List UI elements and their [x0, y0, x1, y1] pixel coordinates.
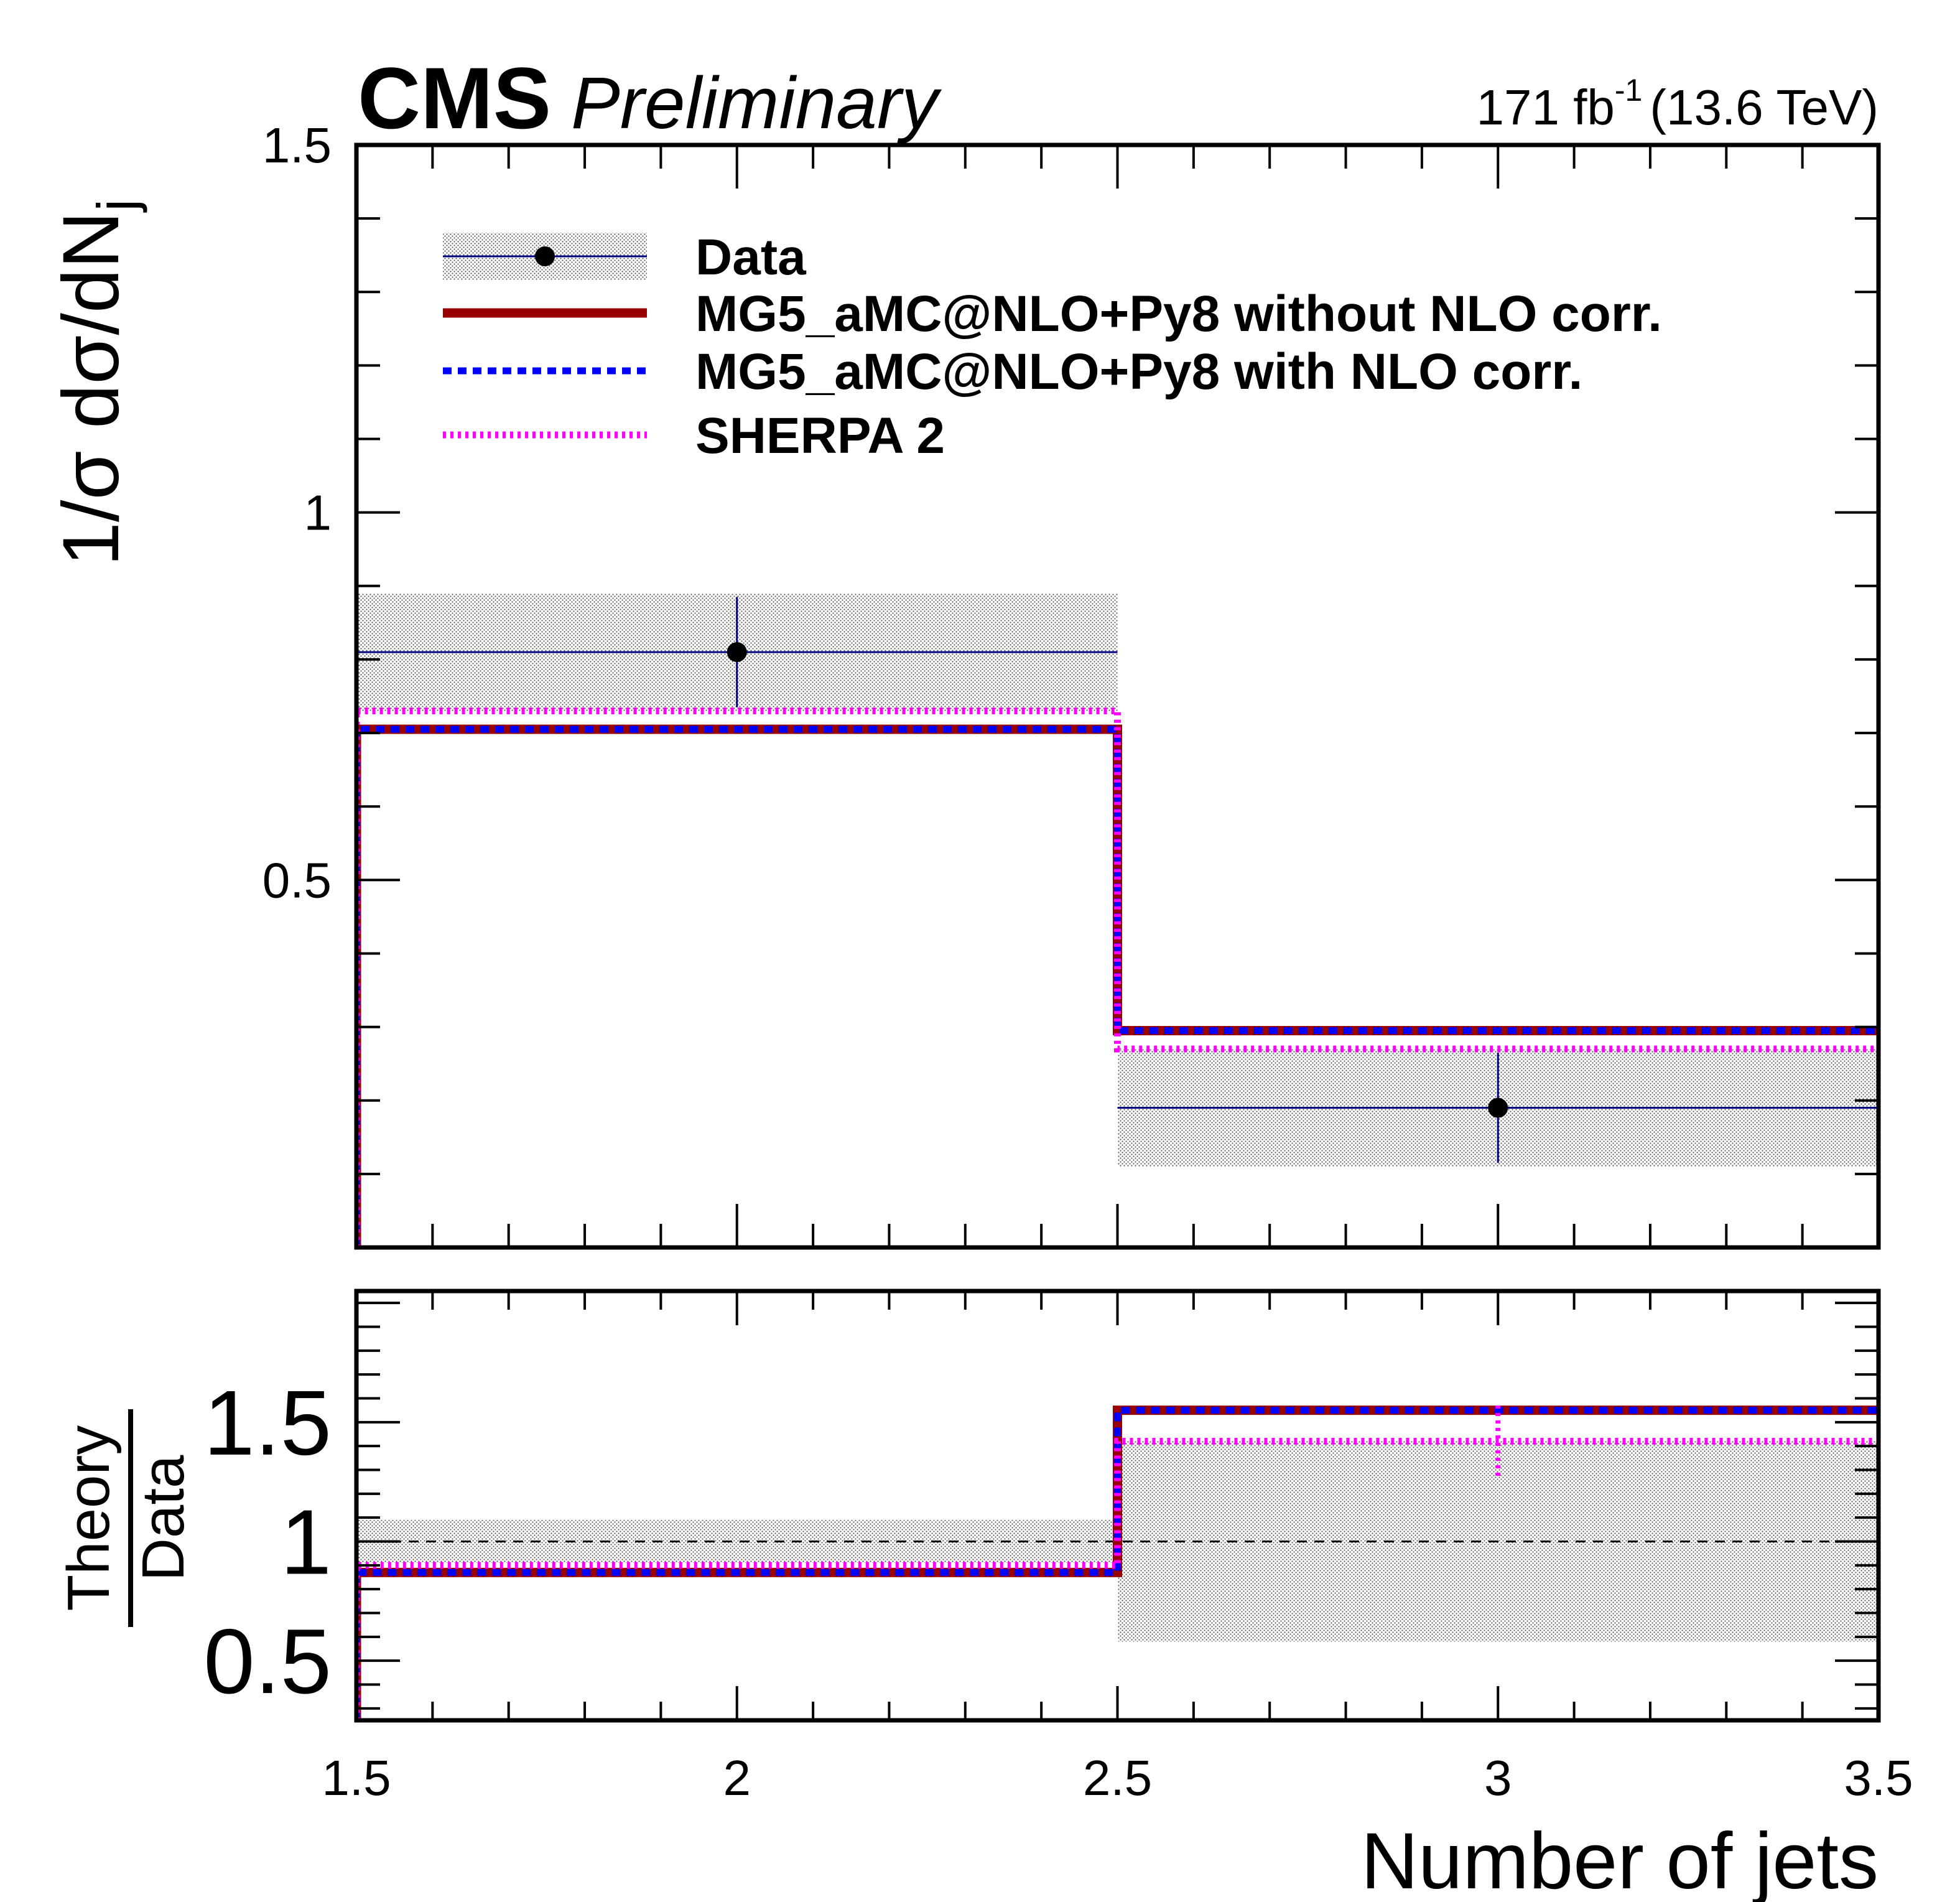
main-y-axis-title-main: 1/σ dσ/dN — [47, 211, 136, 566]
x-tick-label: 2 — [723, 1750, 751, 1806]
ratio-y-tick-labels: 0.5 1 1.5 — [203, 1372, 332, 1713]
lumi-energy: (13.6 TeV) — [1650, 80, 1879, 135]
main-y-tick-label: 0.5 — [262, 852, 332, 908]
preliminary-label: Preliminary — [571, 62, 942, 144]
cms-label: CMS — [358, 49, 551, 147]
ratio-axis-ticks — [355, 1291, 1880, 1720]
ratio-series-mg5-without — [356, 1406, 1879, 1720]
lumi-value: 171 fb — [1476, 80, 1614, 135]
ratio-series-sherpa — [356, 1438, 1879, 1720]
lumi-label: 171 fb-1 (13.6 TeV) — [1476, 73, 1879, 135]
main-y-axis-title-sub: j — [86, 199, 147, 213]
ratio-y-tick-label: 0.5 — [203, 1610, 332, 1713]
ratio-y-title-denominator: Data — [130, 1455, 197, 1581]
x-tick-label: 3 — [1484, 1750, 1512, 1806]
x-axis-title: Number of jets — [1361, 1817, 1879, 1902]
legend-label-mg5-without: MG5_aMC@NLO+Py8 without NLO corr. — [695, 286, 1662, 342]
main-axis-ticks — [355, 144, 1880, 1249]
main-y-tick-labels: 0.5 1 1.5 — [262, 118, 332, 908]
ratio-prediction-series — [356, 1406, 1879, 1720]
main-data-points — [356, 597, 1879, 1163]
main-prediction-series — [356, 707, 1879, 1247]
data-point-1-marker — [727, 642, 747, 663]
main-y-tick-label: 1.5 — [262, 118, 332, 173]
x-tick-label: 1.5 — [322, 1750, 391, 1806]
legend-label-sherpa: SHERPA 2 — [695, 408, 945, 464]
ratio-panel: 0.5 1 1.5 1.5 2 2.5 3 3.5 Theory Data Number o… — [55, 1289, 1913, 1902]
ratio-y-tick-label: 1.5 — [203, 1372, 332, 1475]
main-y-tick-label: 1 — [304, 485, 332, 541]
ratio-y-title-numerator: Theory — [55, 1425, 122, 1611]
ratio-y-tick-label: 1 — [281, 1491, 332, 1594]
main-panel: 0.5 1 1.5 1/σ dσ/dNj — [47, 118, 1881, 1250]
x-tick-label: 3.5 — [1844, 1750, 1913, 1806]
lumi-exponent: -1 — [1615, 73, 1642, 108]
x-tick-labels: 1.5 2 2.5 3 3.5 — [322, 1750, 1913, 1806]
main-y-axis-title: 1/σ dσ/dNj — [47, 199, 147, 566]
data-point-2-marker — [1488, 1098, 1508, 1118]
legend-data-marker — [535, 246, 555, 266]
x-tick-label: 2.5 — [1083, 1750, 1152, 1806]
legend-label-data: Data — [695, 229, 807, 286]
main-series-sherpa — [356, 707, 1879, 1247]
ratio-y-axis-title: Theory Data — [55, 1409, 197, 1627]
legend-label-mg5-with: MG5_aMC@NLO+Py8 with NLO corr. — [695, 343, 1582, 400]
